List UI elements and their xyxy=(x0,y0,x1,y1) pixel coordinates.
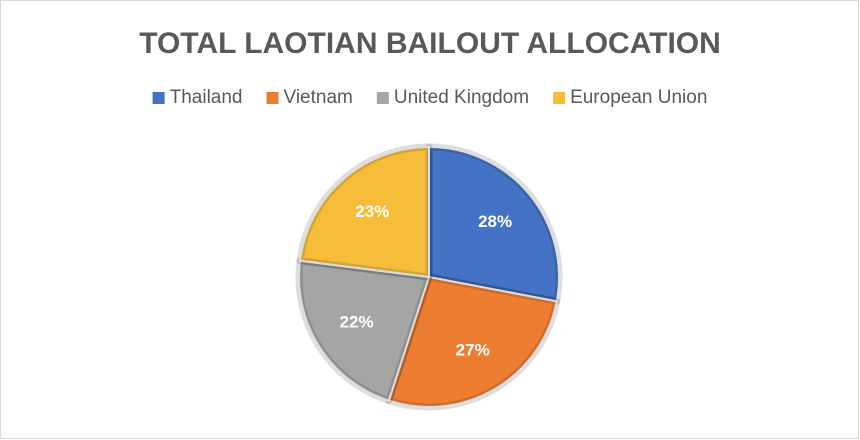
pie-slice-edge xyxy=(296,143,433,281)
pie-slice xyxy=(387,275,558,408)
legend-swatch xyxy=(266,92,279,104)
chart-title: TOTAL LAOTIAN BAILOUT ALLOCATION xyxy=(139,27,721,60)
legend-swatch xyxy=(553,92,566,104)
pie-slice xyxy=(428,145,560,303)
legend-label: Thailand xyxy=(170,87,243,108)
data-label: 28% xyxy=(478,212,512,231)
pie-slice-edge xyxy=(385,273,561,411)
pie-slice xyxy=(298,259,431,402)
pie-slice xyxy=(298,145,430,279)
data-label: 23% xyxy=(355,202,389,221)
legend-label: European Union xyxy=(570,87,707,108)
legend: Thailand Vietnam United Kingdom European Un… xyxy=(152,87,707,108)
legend-label: Vietnam xyxy=(284,87,353,108)
pie-slice-edge xyxy=(295,257,433,405)
data-label: 27% xyxy=(456,340,490,359)
pie-slice-edge xyxy=(425,143,563,305)
data-label: 22% xyxy=(340,312,374,331)
legend-label: United Kingdom xyxy=(394,87,529,108)
legend-swatch xyxy=(152,92,165,104)
legend-swatch xyxy=(376,92,389,104)
